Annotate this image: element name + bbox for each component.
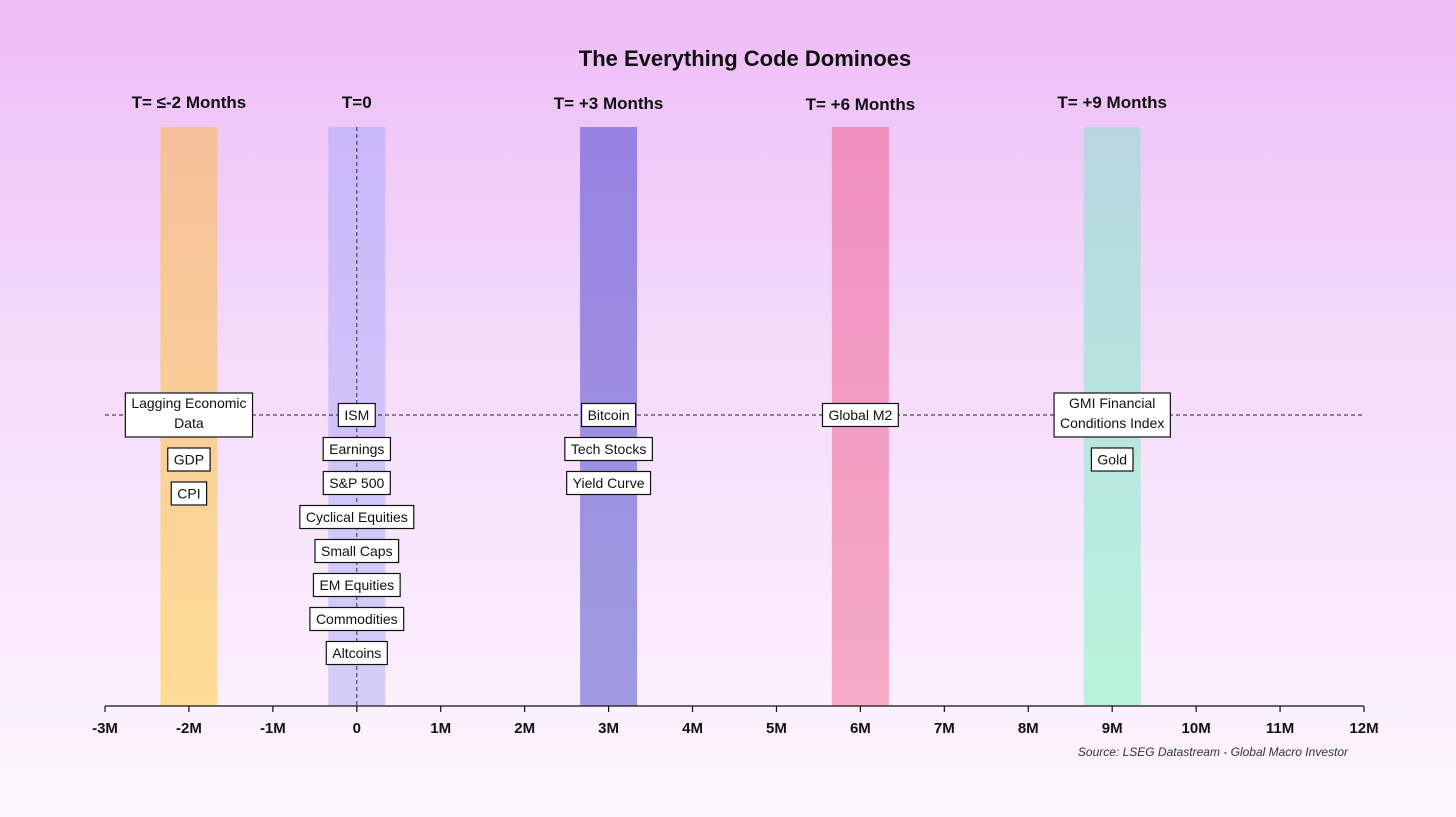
indicator-label: Earnings xyxy=(329,441,384,457)
indicator-label: EM Equities xyxy=(319,577,394,593)
x-tick-label: -2M xyxy=(176,720,202,737)
indicator-label: GDP xyxy=(174,452,204,468)
indicator-box: Commodities xyxy=(309,606,405,632)
x-tick-label: 4M xyxy=(682,720,703,737)
x-tick-label: 12M xyxy=(1349,720,1378,737)
indicator-label: Yield Curve xyxy=(573,475,645,491)
indicator-label: Lagging Economic xyxy=(131,395,246,411)
indicator-label: Conditions Index xyxy=(1060,415,1164,431)
indicator-label: Tech Stocks xyxy=(571,441,646,457)
x-tick-label: 3M xyxy=(598,720,619,737)
indicator-label: Bitcoin xyxy=(588,407,630,423)
indicator-label: Data xyxy=(174,415,204,431)
chart-title: The Everything Code Dominoes xyxy=(579,46,912,71)
period-label: T= ≤-2 Months xyxy=(132,93,247,112)
x-tick-label: 10M xyxy=(1182,720,1211,737)
indicator-label: Cyclical Equities xyxy=(306,509,408,525)
indicator-box: Cyclical Equities xyxy=(299,504,415,530)
indicator-box: S&P 500 xyxy=(322,470,391,496)
indicator-box: Altcoins xyxy=(325,640,388,666)
indicator-box: GDP xyxy=(167,447,211,472)
x-tick-label: 11M xyxy=(1266,720,1294,737)
source-note: Source: LSEG Datastream - Global Macro I… xyxy=(1078,745,1349,759)
indicator-label: Gold xyxy=(1097,452,1127,468)
period-label: T= +3 Months xyxy=(554,94,664,113)
x-tick-label: 6M xyxy=(850,720,871,737)
indicator-label: ISM xyxy=(344,407,369,423)
indicator-label: Small Caps xyxy=(321,543,393,559)
indicator-box: ISM xyxy=(337,402,376,428)
indicator-box: Lagging Economic Data xyxy=(124,392,254,438)
x-tick-label: 8M xyxy=(1018,720,1039,737)
indicator-label: S&P 500 xyxy=(329,475,384,491)
indicator-box: Earnings xyxy=(322,436,392,462)
indicator-box: Bitcoin xyxy=(580,402,637,428)
x-tick-label: -1M xyxy=(260,720,286,737)
x-tick-label: 5M xyxy=(766,720,787,737)
period-label: T=0 xyxy=(342,93,372,112)
indicator-box: Small Caps xyxy=(314,538,400,564)
indicator-box: GMI Financial Conditions Index xyxy=(1053,392,1171,438)
indicator-box: Tech Stocks xyxy=(564,436,653,462)
x-tick-label: 0 xyxy=(353,720,361,737)
period-label: T= +9 Months xyxy=(1057,93,1167,112)
indicator-label: Commodities xyxy=(316,611,398,627)
x-tick-label: 7M xyxy=(934,720,955,737)
indicator-box: Global M2 xyxy=(821,402,899,428)
indicator-box: Yield Curve xyxy=(566,470,652,496)
indicator-label: GMI Financial xyxy=(1069,395,1155,411)
indicator-box: Gold xyxy=(1090,447,1134,472)
x-tick-label: 9M xyxy=(1102,720,1123,737)
x-tick-label: -3M xyxy=(92,720,118,737)
x-tick-label: 1M xyxy=(430,720,451,737)
x-tick-label: 2M xyxy=(514,720,535,737)
indicator-box: CPI xyxy=(170,481,208,506)
indicator-label: Global M2 xyxy=(828,407,892,423)
indicator-box: EM Equities xyxy=(312,572,401,598)
period-label: T= +6 Months xyxy=(806,95,916,114)
indicator-label: Altcoins xyxy=(332,645,381,661)
indicator-label: CPI xyxy=(177,486,200,502)
